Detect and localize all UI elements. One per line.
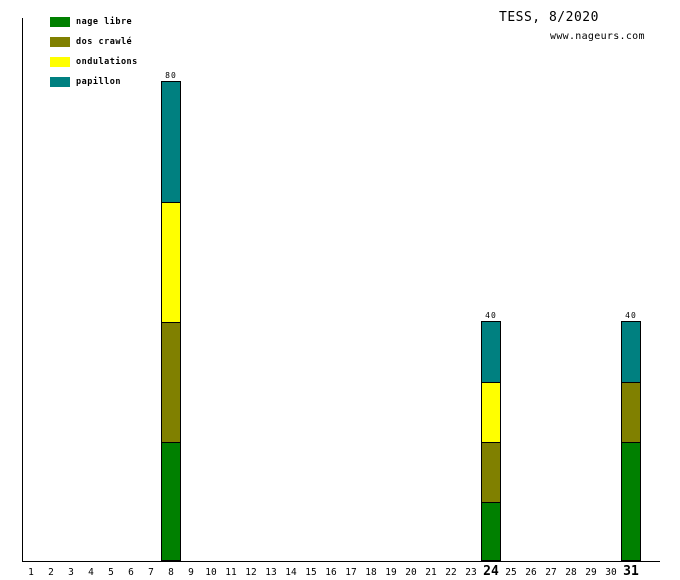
bar-segment-papillon [622, 322, 640, 382]
x-tick-label: 12 [245, 567, 257, 578]
x-tick-label: 1 [28, 567, 34, 578]
x-tick-label: 7 [148, 567, 154, 578]
bar-segment-dos-crawlé [482, 442, 500, 502]
x-tick-label: 25 [505, 567, 517, 578]
legend: nage libre dos crawlé ondulations papillon [50, 12, 138, 92]
x-tick-label: 16 [325, 567, 337, 578]
legend-label: dos crawlé [76, 37, 133, 47]
bar-segment-papillon [162, 82, 180, 202]
site-link[interactable]: www.nageurs.com [550, 31, 645, 42]
x-tick-label: 23 [465, 567, 477, 578]
x-axis-line [22, 561, 660, 562]
x-tick-label: 20 [405, 567, 417, 578]
x-tick-label: 18 [365, 567, 377, 578]
bar-segment-nage-libre [622, 442, 640, 560]
x-tick-label: 15 [305, 567, 317, 578]
x-tick-label: 11 [225, 567, 237, 578]
x-tick-label: 6 [128, 567, 134, 578]
bar-segment-nage-libre [162, 442, 180, 560]
bar-day-31 [621, 321, 641, 561]
legend-item: dos crawlé [50, 32, 138, 52]
x-tick-label: 29 [585, 567, 597, 578]
x-tick-label: 4 [88, 567, 94, 578]
legend-item: ondulations [50, 52, 138, 72]
x-tick-label: 5 [108, 567, 114, 578]
x-tick-label: 22 [445, 567, 457, 578]
x-tick-label: 8 [168, 567, 174, 578]
bar-segment-dos-crawlé [162, 322, 180, 442]
legend-swatch [50, 17, 70, 27]
x-tick-label: 28 [565, 567, 577, 578]
bar-day-24 [481, 321, 501, 561]
bar-segment-dos-crawlé [622, 382, 640, 442]
bar-total-label: 40 [485, 311, 497, 320]
x-tick-label: 9 [188, 567, 194, 578]
legend-label: papillon [76, 77, 121, 87]
chart-title: TESS, 8/2020 [499, 10, 599, 25]
x-tick-label: 31 [623, 564, 639, 579]
bar-segment-ondulations [162, 202, 180, 322]
legend-swatch [50, 57, 70, 67]
x-tick-label: 14 [285, 567, 297, 578]
bar-segment-nage-libre [482, 502, 500, 560]
bar-day-8 [161, 81, 181, 561]
legend-swatch [50, 37, 70, 47]
x-tick-label: 19 [385, 567, 397, 578]
x-tick-label: 30 [605, 567, 617, 578]
bar-segment-ondulations [482, 382, 500, 442]
bar-segment-papillon [482, 322, 500, 382]
bar-total-label: 80 [165, 71, 177, 80]
y-axis-line [22, 18, 23, 561]
legend-item: papillon [50, 72, 138, 92]
x-tick-label: 13 [265, 567, 277, 578]
legend-label: ondulations [76, 57, 138, 67]
x-tick-label: 10 [205, 567, 217, 578]
x-tick-label: 24 [483, 564, 499, 579]
x-tick-label: 17 [345, 567, 357, 578]
legend-label: nage libre [76, 17, 133, 27]
x-tick-label: 26 [525, 567, 537, 578]
x-tick-label: 3 [68, 567, 74, 578]
x-tick-label: 21 [425, 567, 437, 578]
x-tick-label: 2 [48, 567, 54, 578]
bar-total-label: 40 [625, 311, 637, 320]
legend-swatch [50, 77, 70, 87]
x-tick-label: 27 [545, 567, 557, 578]
legend-item: nage libre [50, 12, 138, 32]
